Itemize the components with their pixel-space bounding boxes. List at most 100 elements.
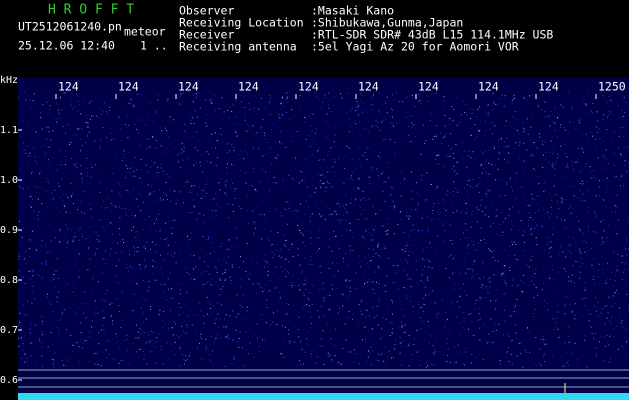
noise-dot <box>616 269 618 271</box>
noise-dot <box>530 228 532 230</box>
noise-dot <box>489 286 491 288</box>
noise-dot <box>475 249 477 251</box>
noise-dot <box>188 261 190 263</box>
noise-dot <box>101 114 103 116</box>
noise-dot <box>286 92 288 94</box>
noise-dot <box>58 291 59 293</box>
noise-dot <box>41 346 43 348</box>
noise-dot <box>504 309 505 311</box>
noise-dot <box>618 147 620 149</box>
noise-dot <box>367 350 369 352</box>
noise-dot <box>586 246 588 248</box>
noise-dot <box>225 326 227 327</box>
noise-dot <box>594 211 596 213</box>
noise-dot <box>372 206 374 208</box>
noise-dot <box>543 356 545 358</box>
noise-dot <box>427 279 428 281</box>
noise-dot <box>308 345 310 347</box>
noise-dot <box>188 191 190 193</box>
noise-dot <box>533 142 535 144</box>
noise-dot <box>89 336 91 338</box>
noise-dot <box>147 139 149 140</box>
noise-dot <box>120 359 122 361</box>
noise-dot <box>543 339 545 341</box>
noise-dot <box>505 356 507 358</box>
noise-dot <box>85 122 87 123</box>
noise-dot <box>621 109 623 111</box>
noise-dot <box>457 344 459 346</box>
app-title: H R O F F T <box>48 3 134 18</box>
noise-dot <box>168 175 170 177</box>
noise-dot <box>578 261 580 263</box>
noise-dot <box>41 355 43 357</box>
noise-dot <box>511 102 513 104</box>
noise-dot <box>159 309 161 311</box>
noise-dot <box>94 313 96 315</box>
noise-dot <box>443 96 445 98</box>
noise-dot <box>554 168 556 170</box>
noise-dot <box>528 266 530 268</box>
noise-dot <box>261 339 263 341</box>
noise-dot <box>425 140 426 142</box>
noise-dot <box>114 154 116 156</box>
noise-dot <box>39 171 41 173</box>
noise-dot <box>350 175 352 177</box>
noise-dot <box>436 117 438 119</box>
noise-dot <box>505 120 507 122</box>
noise-dot <box>470 134 472 136</box>
noise-dot <box>145 218 146 220</box>
noise-dot <box>144 246 146 248</box>
noise-dot <box>68 358 70 360</box>
noise-dot <box>249 305 251 307</box>
noise-dot <box>156 341 158 343</box>
noise-dot <box>627 221 629 223</box>
noise-dot <box>132 186 134 188</box>
noise-dot <box>466 166 468 168</box>
noise-dot <box>433 135 435 137</box>
noise-dot <box>568 280 570 282</box>
noise-dot <box>327 154 329 156</box>
noise-dot <box>516 338 518 339</box>
noise-dot <box>300 341 301 343</box>
noise-dot <box>584 282 586 284</box>
noise-dot <box>456 173 458 175</box>
noise-dot <box>393 208 395 210</box>
noise-dot <box>595 138 597 140</box>
noise-dot <box>188 308 190 310</box>
noise-dot <box>349 230 351 231</box>
noise-dot <box>318 229 320 231</box>
noise-dot <box>214 266 216 268</box>
noise-dot <box>333 104 335 106</box>
noise-dot <box>145 343 147 344</box>
noise-dot <box>495 179 497 181</box>
noise-dot <box>83 190 85 192</box>
noise-dot <box>86 125 88 127</box>
noise-dot <box>308 195 310 197</box>
noise-dot <box>512 98 514 100</box>
noise-dot <box>307 331 309 333</box>
noise-dot <box>348 265 350 267</box>
noise-dot <box>359 353 361 355</box>
noise-dot <box>597 132 599 133</box>
noise-dot <box>331 158 333 160</box>
noise-dot <box>421 179 423 181</box>
noise-dot <box>342 260 344 262</box>
noise-dot <box>71 97 73 99</box>
noise-dot <box>154 261 156 263</box>
noise-dot <box>601 196 603 198</box>
noise-dot <box>480 204 482 206</box>
noise-dot <box>23 149 25 151</box>
noise-dot <box>86 167 88 169</box>
noise-dot <box>330 354 332 356</box>
noise-dot <box>557 311 559 313</box>
noise-dot <box>187 235 188 237</box>
noise-dot <box>408 134 410 136</box>
noise-dot <box>408 215 410 217</box>
noise-dot <box>454 255 455 257</box>
noise-dot <box>369 176 371 178</box>
noise-dot <box>591 333 593 334</box>
noise-dot <box>115 205 117 207</box>
noise-dot <box>84 291 85 293</box>
noise-dot <box>604 323 606 325</box>
noise-dot <box>534 309 536 310</box>
